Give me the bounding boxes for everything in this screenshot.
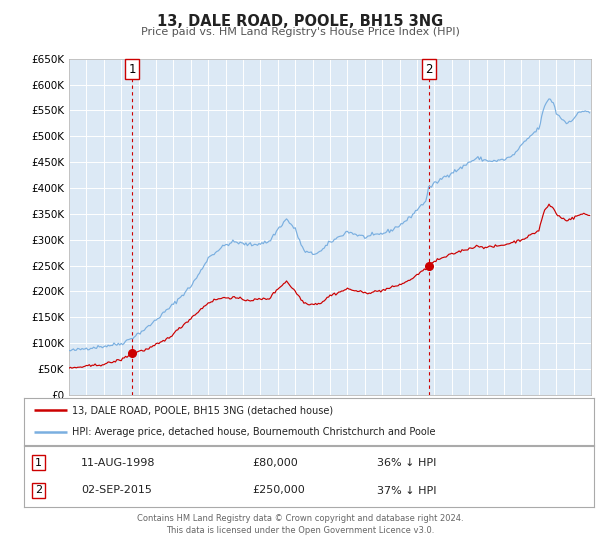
Text: 02-SEP-2015: 02-SEP-2015	[81, 486, 152, 496]
Text: £250,000: £250,000	[252, 486, 305, 496]
Text: 2: 2	[425, 63, 433, 76]
Text: 37% ↓ HPI: 37% ↓ HPI	[377, 486, 437, 496]
Text: £80,000: £80,000	[252, 458, 298, 468]
Text: 13, DALE ROAD, POOLE, BH15 3NG (detached house): 13, DALE ROAD, POOLE, BH15 3NG (detached…	[73, 405, 334, 416]
Text: Contains HM Land Registry data © Crown copyright and database right 2024.
This d: Contains HM Land Registry data © Crown c…	[137, 514, 463, 535]
Text: 2: 2	[35, 486, 42, 496]
Text: 11-AUG-1998: 11-AUG-1998	[81, 458, 155, 468]
Text: HPI: Average price, detached house, Bournemouth Christchurch and Poole: HPI: Average price, detached house, Bour…	[73, 427, 436, 437]
Text: 1: 1	[35, 458, 42, 468]
Text: 36% ↓ HPI: 36% ↓ HPI	[377, 458, 437, 468]
Text: Price paid vs. HM Land Registry's House Price Index (HPI): Price paid vs. HM Land Registry's House …	[140, 27, 460, 37]
Text: 1: 1	[128, 63, 136, 76]
Text: 13, DALE ROAD, POOLE, BH15 3NG: 13, DALE ROAD, POOLE, BH15 3NG	[157, 14, 443, 29]
